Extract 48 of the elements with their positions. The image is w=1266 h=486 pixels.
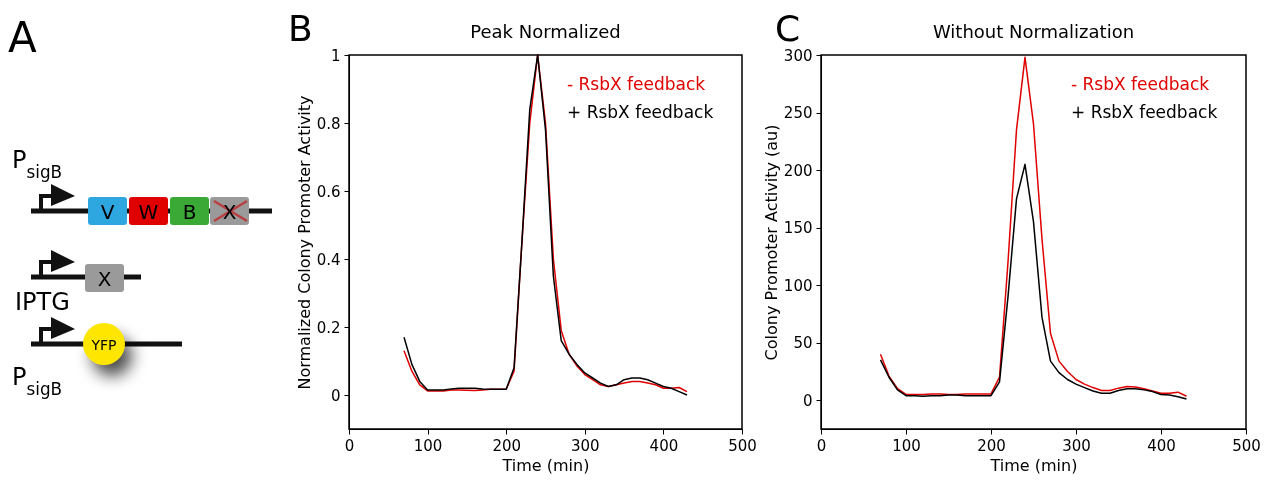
text: W	[138, 200, 159, 224]
y-tick-label: 0.8	[316, 114, 341, 133]
text: X	[97, 267, 112, 291]
y-tick-label: 100	[783, 276, 813, 295]
line-series	[879, 163, 1188, 400]
chart-title: Peak Normalized	[470, 21, 621, 42]
x-axis-title: Time (min)	[501, 455, 590, 475]
y-tick-label: 150	[783, 219, 813, 238]
y-tick-label: 0	[802, 391, 813, 410]
y-tick-label: 200	[783, 161, 813, 180]
text: IPTG	[15, 288, 70, 316]
y-axis-title: Normalized Colony Promoter Activity	[294, 95, 314, 390]
y-tick-label: 1	[330, 46, 341, 65]
series-label: - RsbX feedback	[567, 74, 706, 94]
x-tick-label: 300	[570, 436, 600, 455]
x-tick-label: 200	[977, 436, 1006, 455]
x-tick-label: 400	[1147, 436, 1176, 455]
text: + RsbX feedback	[1071, 102, 1218, 122]
text: V	[100, 200, 115, 224]
x-tick-label: 300	[1062, 436, 1091, 455]
text: B	[182, 200, 197, 224]
chart-title: Without Normalization	[932, 21, 1135, 42]
x-tick-label: 500	[728, 436, 757, 455]
y-tick-label: 0.2	[316, 318, 341, 337]
text: P$_{sigB}$	[12, 146, 63, 182]
text: YFP	[90, 337, 117, 353]
y-tick-label: 50	[793, 334, 813, 353]
y-tick-label: 300	[783, 46, 813, 65]
text: B	[288, 8, 313, 49]
y-axis-title: Colony Promoter Activity (au)	[761, 124, 781, 361]
y-tick-label: 0.4	[316, 250, 341, 269]
text: - RsbX feedback	[1071, 74, 1210, 94]
text: P$_{sigB}$	[12, 363, 63, 399]
y-tick-label: 0	[330, 386, 341, 405]
x-tick-label: 0	[344, 436, 355, 455]
text: C	[775, 8, 801, 49]
x-tick-label: 400	[649, 436, 679, 455]
x-tick-label: 100	[892, 436, 921, 455]
y-tick-label: 0.6	[316, 182, 341, 201]
series-label: + RsbX feedback	[567, 102, 714, 122]
y-tick-label: 250	[783, 104, 813, 123]
text: X	[222, 200, 237, 224]
x-tick-label: 100	[413, 436, 443, 455]
x-tick-label: 0	[816, 436, 827, 455]
x-tick-label: 200	[492, 436, 522, 455]
text: A	[8, 13, 37, 62]
x-tick-label: 500	[1232, 436, 1261, 455]
x-axis-title: Time (min)	[989, 455, 1078, 475]
